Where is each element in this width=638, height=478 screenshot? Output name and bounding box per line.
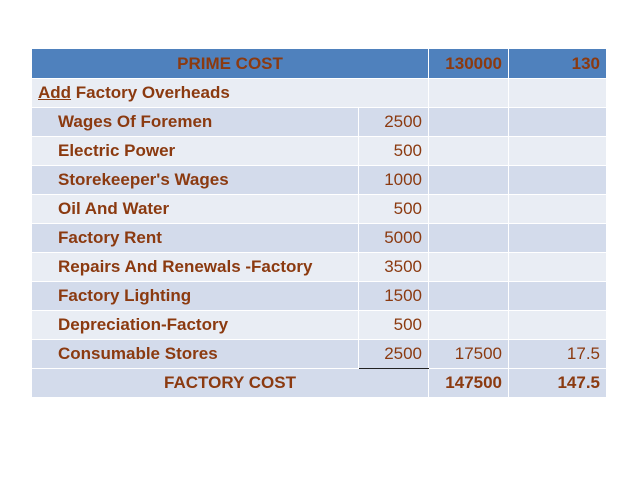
empty-cell [508, 223, 608, 253]
table-row: Factory Rent 5000 [31, 223, 608, 253]
item-amount: 5000 [357, 223, 430, 253]
table-row: Electric Power 500 [31, 136, 608, 166]
item-label: Oil And Water [31, 194, 359, 224]
empty-cell [428, 252, 510, 282]
item-amount: 500 [357, 310, 430, 340]
empty-cell [508, 107, 608, 137]
factory-cost-per-unit: 147.5 [508, 368, 608, 398]
overheads-per-unit: 17.5 [508, 339, 608, 369]
empty-cell [508, 165, 608, 195]
add-overheads-label: Add Factory Overheads [30, 78, 430, 108]
empty-cell [508, 136, 608, 166]
empty-cell [428, 136, 510, 166]
item-amount: 2500 [357, 339, 430, 369]
table-row: Oil And Water 500 [31, 194, 608, 224]
add-overheads-row: Add Factory Overheads [30, 78, 608, 108]
table-row: Repairs And Renewals -Factory 3500 [31, 252, 608, 282]
item-amount: 500 [357, 136, 430, 166]
prime-cost-label: PRIME COST [30, 48, 430, 79]
item-label: Factory Lighting [31, 281, 359, 311]
overheads-total: 17500 [428, 339, 510, 369]
table-row: Consumable Stores 2500 17500 17.5 [31, 339, 608, 369]
add-prefix: Add [38, 83, 72, 102]
overheads-heading: Factory Overheads [71, 83, 230, 102]
factory-cost-label: FACTORY COST [30, 368, 430, 398]
empty-cell [508, 252, 608, 282]
item-label: Consumable Stores [31, 339, 359, 369]
item-amount: 500 [357, 194, 430, 224]
empty-cell [428, 107, 510, 137]
item-label: Repairs And Renewals -Factory [31, 252, 359, 282]
factory-cost-row: FACTORY COST 147500 147.5 [30, 368, 608, 398]
empty-cell [428, 194, 510, 224]
item-label: Electric Power [31, 136, 359, 166]
empty-cell [428, 78, 510, 108]
table-row: Factory Lighting 1500 [31, 281, 608, 311]
item-label: Factory Rent [31, 223, 359, 253]
item-amount: 2500 [357, 107, 430, 137]
table-row: Storekeeper's Wages 1000 [31, 165, 608, 195]
empty-cell [428, 223, 510, 253]
empty-cell [428, 310, 510, 340]
empty-cell [508, 281, 608, 311]
empty-cell [428, 165, 510, 195]
empty-cell [508, 78, 608, 108]
table-row: Wages Of Foremen 2500 [31, 107, 608, 137]
table-row: Depreciation-Factory 500 [31, 310, 608, 340]
empty-cell [508, 194, 608, 224]
prime-cost-row: PRIME COST 130000 130 [30, 48, 608, 79]
item-amount: 1000 [357, 165, 430, 195]
item-amount: 3500 [357, 252, 430, 282]
item-label: Wages Of Foremen [31, 107, 359, 137]
prime-cost-amount: 130000 [428, 48, 510, 79]
prime-cost-per-unit: 130 [508, 48, 608, 79]
item-amount: 1500 [357, 281, 430, 311]
empty-cell [508, 310, 608, 340]
factory-cost-amount: 147500 [428, 368, 510, 398]
factory-cost-table: PRIME COST 130000 130 Add Factory Overhe… [30, 48, 608, 398]
item-label: Storekeeper's Wages [31, 165, 359, 195]
empty-cell [428, 281, 510, 311]
item-label: Depreciation-Factory [31, 310, 359, 340]
